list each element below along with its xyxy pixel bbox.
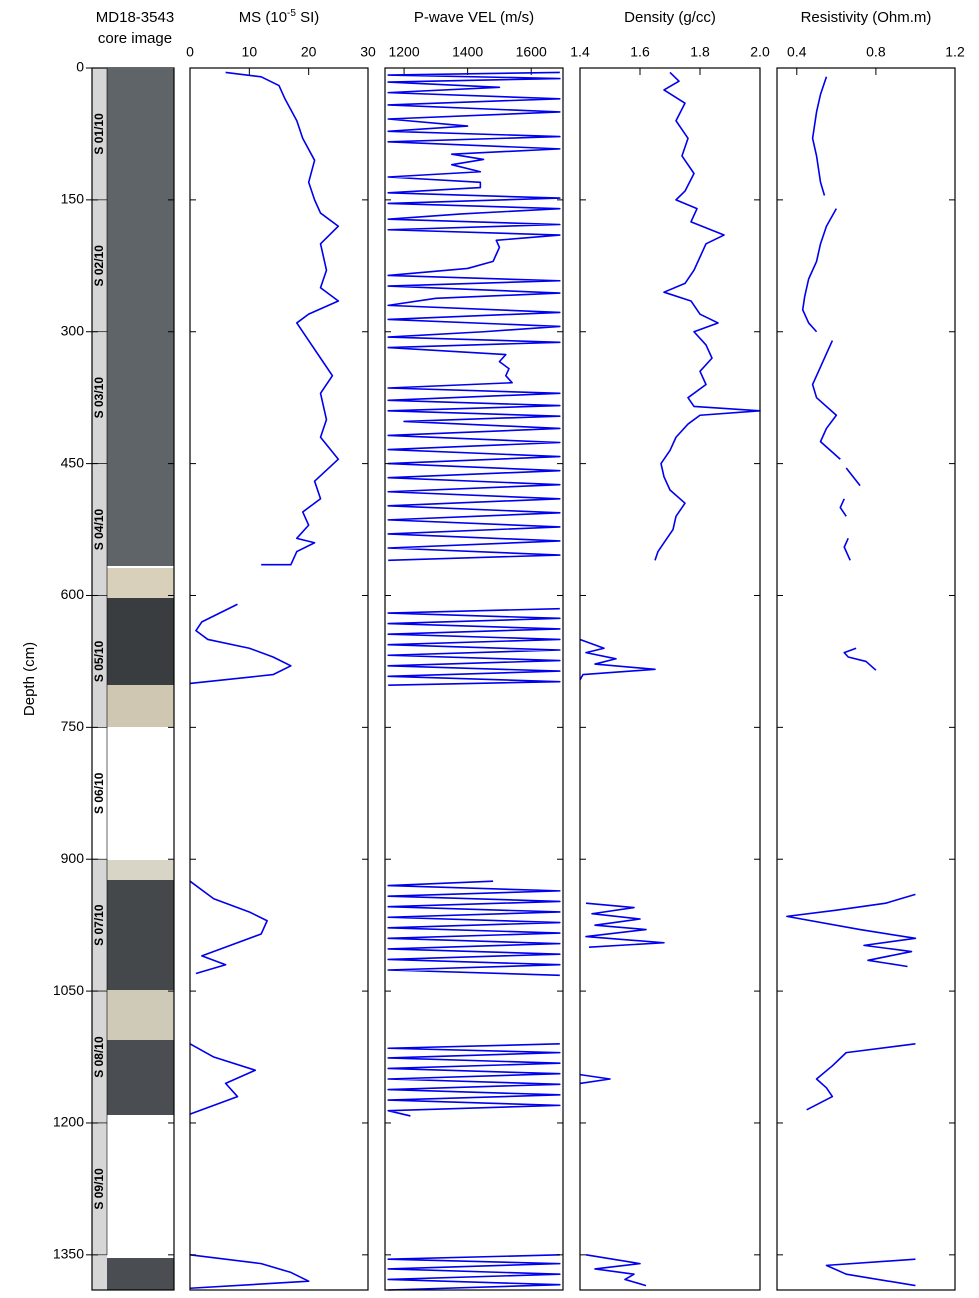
y-tick-label: 600 bbox=[61, 586, 85, 602]
section-label: S 04/10 bbox=[92, 509, 106, 551]
x-tick-label: 1.4 bbox=[570, 44, 590, 60]
y-tick-label: 1200 bbox=[53, 1114, 84, 1130]
y-tick-label: 1050 bbox=[53, 982, 84, 998]
section-label: S 05/10 bbox=[92, 640, 106, 682]
x-tick-label: 10 bbox=[242, 44, 258, 60]
core-photo bbox=[107, 990, 174, 1040]
y-tick-label: 750 bbox=[61, 718, 85, 734]
x-tick-label: 1.2 bbox=[945, 44, 965, 60]
x-tick-label: 1400 bbox=[452, 44, 483, 60]
panel-frame bbox=[189, 67, 369, 1291]
x-tick-label: 1200 bbox=[388, 44, 419, 60]
x-tick-label: 1.8 bbox=[690, 44, 710, 60]
core-photo bbox=[107, 860, 174, 880]
title-line: MD18-3543 bbox=[96, 9, 174, 26]
log-line bbox=[189, 71, 340, 1290]
panel-title: Density (g/cc) bbox=[624, 9, 716, 26]
panel-frame bbox=[91, 67, 175, 1291]
panel-frame bbox=[384, 67, 564, 1291]
panel-title: P-wave VEL (m/s) bbox=[414, 9, 534, 26]
y-tick-label: 0 bbox=[76, 59, 84, 75]
section-label: S 01/10 bbox=[92, 113, 106, 155]
log-line bbox=[387, 71, 561, 1291]
panel-title: MD18-3543 core image bbox=[96, 9, 174, 47]
log-line bbox=[579, 71, 761, 1287]
core-photo bbox=[107, 568, 174, 598]
x-tick-label: 0.4 bbox=[787, 44, 807, 60]
section-label: S 07/10 bbox=[92, 904, 106, 946]
x-tick-label: 20 bbox=[301, 44, 317, 60]
x-tick-label: 1.6 bbox=[630, 44, 650, 60]
core-photo bbox=[107, 69, 174, 566]
core-photo bbox=[107, 1040, 174, 1115]
core-photo bbox=[107, 685, 174, 727]
y-tick-label: 450 bbox=[61, 454, 85, 470]
section-label: S 09/10 bbox=[92, 1168, 106, 1210]
x-tick-label: 2.0 bbox=[750, 44, 770, 60]
section-label: S 03/10 bbox=[92, 377, 106, 419]
log-line bbox=[786, 76, 917, 1287]
y-axis-label: Depth (cm) bbox=[21, 642, 38, 716]
x-tick-label: 0.8 bbox=[866, 44, 886, 60]
core-photo bbox=[107, 880, 174, 990]
panel-title: MS (10-5 SI) bbox=[239, 8, 320, 26]
x-tick-label: 1600 bbox=[516, 44, 547, 60]
title-part: -5 bbox=[287, 8, 296, 19]
title-part: MS (10 bbox=[239, 9, 287, 26]
y-tick-label: 900 bbox=[61, 850, 85, 866]
x-tick-label: 0 bbox=[186, 44, 194, 60]
panel-title: Resistivity (Ohm.m) bbox=[801, 9, 932, 26]
section-label: S 06/10 bbox=[92, 772, 106, 814]
x-tick-label: 30 bbox=[360, 44, 376, 60]
section-label: S 08/10 bbox=[92, 1036, 106, 1078]
y-tick-label: 150 bbox=[61, 191, 85, 207]
title-part: SI) bbox=[296, 9, 319, 26]
title-line: core image bbox=[98, 30, 172, 47]
y-tick-label: 1350 bbox=[53, 1246, 84, 1262]
panel-frame bbox=[579, 67, 761, 1291]
core-photo bbox=[107, 1258, 174, 1290]
y-tick-label: 300 bbox=[61, 322, 85, 338]
section-strip bbox=[92, 1255, 107, 1290]
core-photo bbox=[107, 598, 174, 685]
core-images bbox=[92, 69, 174, 1290]
panel-frame bbox=[776, 67, 956, 1291]
section-label: S 02/10 bbox=[92, 245, 106, 287]
